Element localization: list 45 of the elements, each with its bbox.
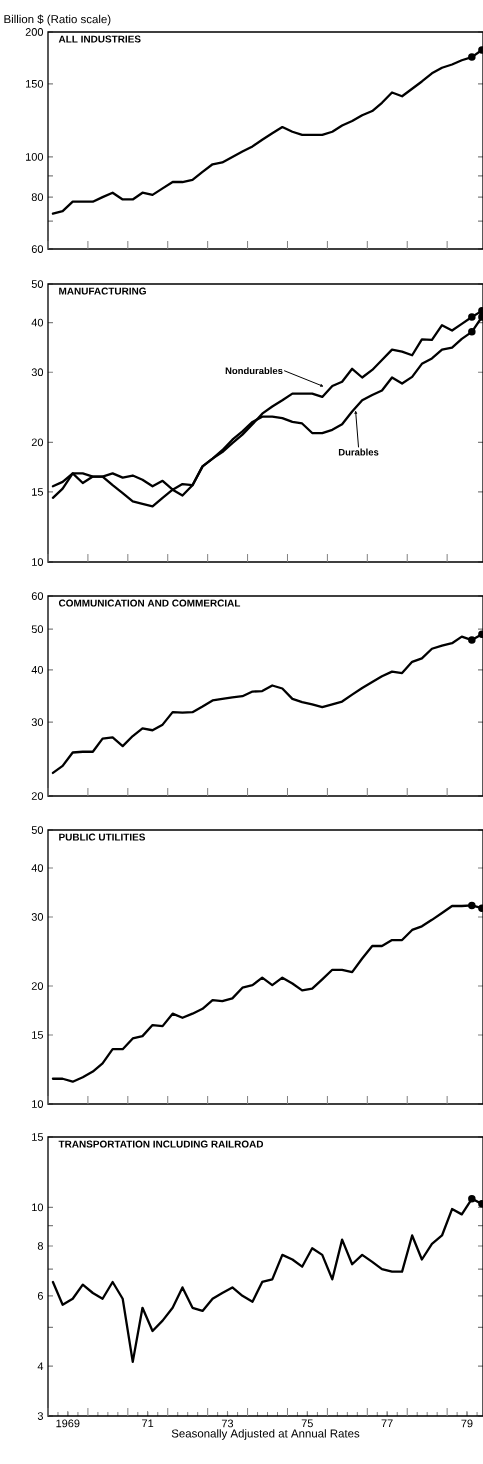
point: [468, 313, 476, 321]
y-tick-label: 30: [31, 718, 44, 727]
y-tick-label: 8: [37, 1242, 43, 1250]
y-tick-label: 50: [31, 625, 44, 634]
y-tick-label: 40: [31, 665, 44, 674]
annotation: Durables: [338, 448, 379, 456]
y-tick-label: 20: [31, 438, 44, 447]
y-tick-label: 15: [32, 1133, 44, 1141]
y-tick-label: 4: [37, 1362, 44, 1370]
y-tick-label: 50: [31, 826, 44, 834]
x-tick-label: 77: [381, 1419, 393, 1428]
chart-title: COMMUNICATION AND COMMERCIAL: [58, 599, 241, 607]
y-tick-label: 60: [31, 592, 44, 600]
annotation: Nondurables: [225, 367, 283, 375]
y-tick-label: 200: [25, 28, 44, 36]
y-tick-label: 50: [31, 280, 44, 288]
y-tick-label: 10: [32, 1100, 44, 1108]
y-tick-label: 15: [32, 1031, 44, 1039]
chart-title: ALL INDUSTRIES: [58, 35, 141, 43]
x-tick-label: 79: [461, 1419, 473, 1428]
x-tick-label: 73: [221, 1419, 234, 1428]
y-tick-label: 20: [31, 792, 44, 800]
y-tick-label: 30: [31, 913, 44, 921]
y-axis-title: Billion $ (Ratio scale): [4, 14, 111, 26]
y-tick-label: 60: [31, 245, 44, 253]
chart-title: MANUFACTURING: [59, 287, 146, 295]
y-tick-label: 6: [37, 1291, 43, 1300]
y-tick-label: 3: [37, 1412, 43, 1420]
y-tick-label: 30: [31, 368, 44, 377]
x-tick-label: 71: [142, 1419, 154, 1428]
y-tick-label: 20: [31, 982, 44, 990]
y-tick-label: 15: [32, 488, 44, 496]
x-tick-label: 1969: [56, 1419, 80, 1428]
chart-title: TRANSPORTATION INCLUDING RAILROAD: [58, 1140, 264, 1148]
chart-title: PUBLIC UTILITIES: [59, 833, 146, 841]
y-tick-label: 10: [32, 1203, 44, 1212]
y-tick-label: 150: [26, 79, 44, 88]
x-tick-label: 75: [301, 1419, 313, 1428]
y-tick-label: 80: [31, 193, 44, 202]
y-tick-label: 10: [32, 558, 44, 566]
y-tick-label: 40: [31, 318, 44, 327]
y-tick-label: 100: [26, 153, 44, 161]
y-tick-label: 40: [31, 864, 44, 872]
x-axis-title: Seasonally Adjusted at Annual Rates: [171, 1429, 360, 1440]
point: [468, 328, 476, 336]
